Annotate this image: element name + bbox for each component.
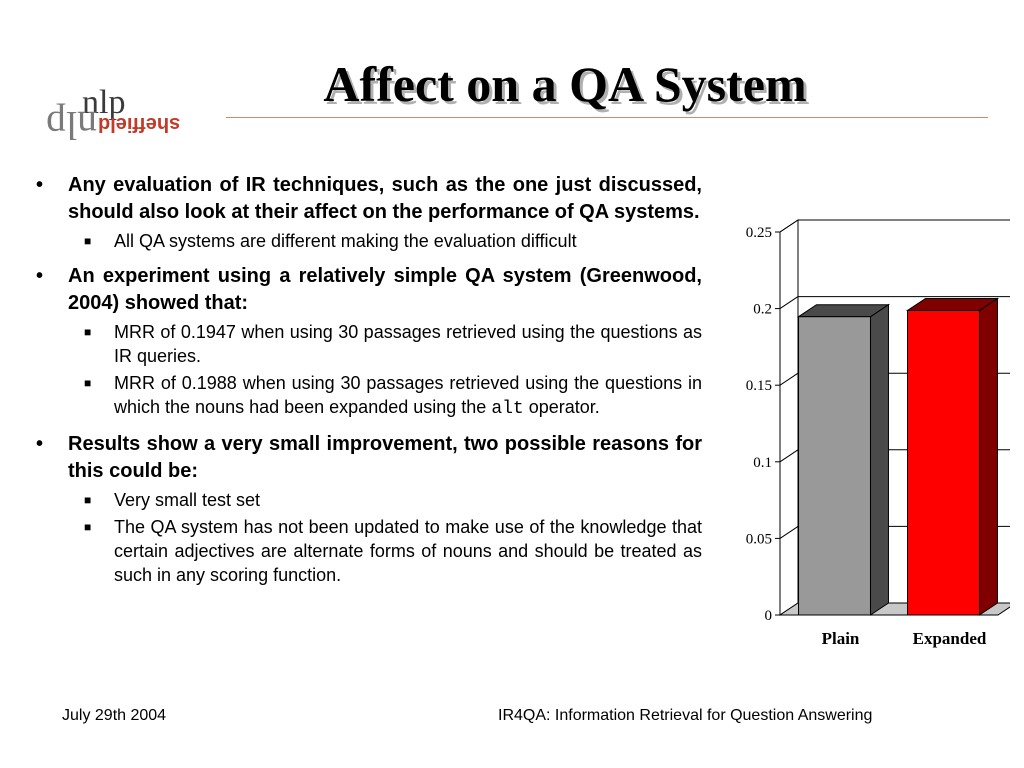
bar-side-expanded [978, 297, 998, 616]
bullet-2-sub-2-text: MRR of 0.1988 when using 30 passages ret… [114, 373, 702, 417]
x-category-label: Expanded [913, 629, 987, 648]
bar-expanded [907, 309, 980, 616]
sub-bullet-square: ■ [84, 234, 92, 248]
bullet-dot: • [36, 265, 44, 287]
bullet-3-sub-2: ■ The QA system has not been updated to … [30, 515, 702, 587]
logo-nlp-text: nlp [82, 84, 126, 121]
bullet-3-sub-1: ■ Very small test set [30, 488, 702, 512]
slide-title: Affect on a QA System [323, 56, 807, 112]
sub-bullet-square: ■ [84, 520, 92, 534]
gridline-side [779, 449, 799, 463]
bullet-3: • Results show a very small improvement,… [30, 431, 702, 485]
bullet-1-text: Any evaluation of IR techniques, such as… [68, 174, 702, 223]
bullet-1-sub-1: ■ All QA systems are different making th… [30, 229, 702, 253]
bullet-dot: • [36, 174, 44, 196]
logo-sheffield-text: sheffield [98, 113, 181, 135]
bullet-dot: • [36, 433, 44, 455]
bullet-1-sub-1-text: All QA systems are different making the … [114, 231, 577, 251]
y-tick-label: 0.25 [746, 225, 772, 241]
gridline-side [779, 219, 799, 233]
bullet-2-sub-2: ■ MRR of 0.1988 when using 30 passages r… [30, 371, 702, 421]
bar-side-plain [869, 303, 889, 616]
bullet-2: • An experiment using a relatively simpl… [30, 263, 702, 317]
sheffield-nlp-logo: nlp nlp sheffield [40, 84, 220, 150]
footer-date: July 29th 2004 [62, 707, 167, 724]
chart-side-wall [779, 219, 799, 616]
slide-body: • Any evaluation of IR techniques, such … [30, 172, 702, 587]
bullet-2-sub-1: ■ MRR of 0.1947 when using 30 passages r… [30, 320, 702, 368]
y-tick-label: 0.2 [753, 302, 772, 318]
y-tick-label: 0.1 [753, 455, 772, 471]
footer-title: IR4QA: Information Retrieval for Questio… [498, 707, 873, 724]
x-category-label: Plain [822, 629, 860, 648]
bar-plain [798, 316, 871, 616]
bullet-2-sub-2-tail: operator. [528, 397, 600, 417]
alt-operator-code: alt [491, 399, 524, 419]
y-tick-label: 0.05 [746, 531, 772, 547]
sub-bullet-square: ■ [84, 376, 92, 390]
bullet-3-sub-1-text: Very small test set [114, 490, 261, 510]
bullet-2-text: An experiment using a relatively simple … [68, 265, 702, 314]
gridline-side [779, 372, 799, 386]
bullet-1: • Any evaluation of IR techniques, such … [30, 172, 702, 226]
sub-bullet-square: ■ [84, 325, 92, 339]
gridline-side [779, 296, 799, 310]
bullet-3-text: Results show a very small improvement, t… [68, 433, 702, 482]
logo-nlp-flipped: nlp [46, 103, 98, 148]
gridline-side [779, 525, 799, 539]
bullet-2-sub-1-text: MRR of 0.1947 when using 30 passages ret… [114, 322, 702, 366]
sub-bullet-square: ■ [84, 493, 92, 507]
y-tick-label: 0.15 [746, 378, 772, 394]
bullet-3-sub-2-text: The QA system has not been updated to ma… [114, 517, 702, 585]
y-tick-label: 0 [765, 608, 773, 624]
mrr-bar-chart: 0 0.05 0.1 0.15 0.2 0.25 Plain Expanded [746, 219, 1010, 648]
title-divider [226, 117, 988, 118]
